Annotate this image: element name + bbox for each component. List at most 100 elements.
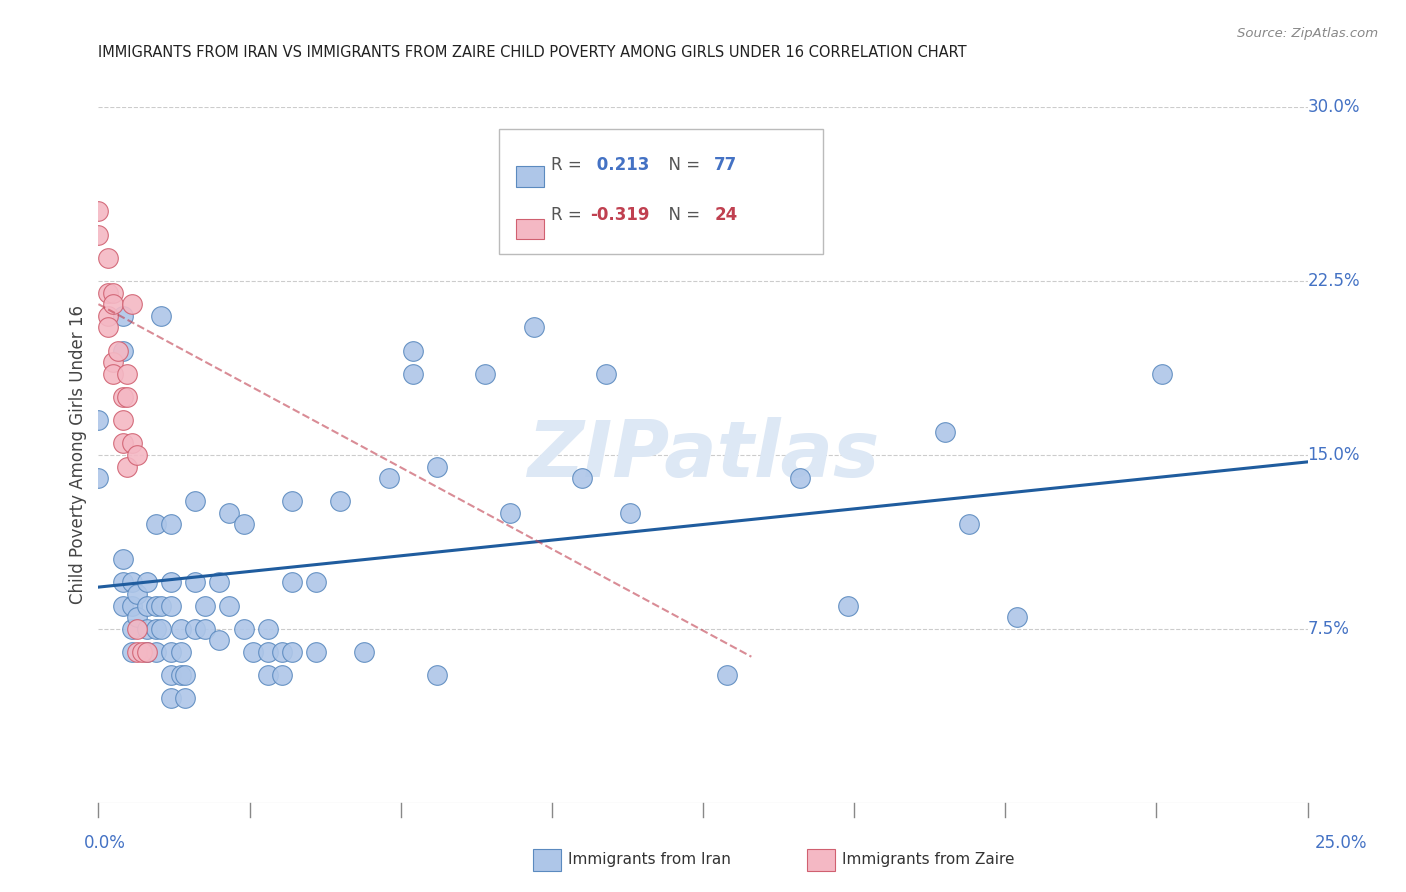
Point (127, 587, 149, 601)
Text: 25.0%: 25.0% (1315, 834, 1367, 852)
Point (619, 506, 641, 520)
Point (218, 506, 240, 520)
Point (127, 622, 149, 636)
Text: R =: R = (551, 206, 588, 224)
Point (571, 471, 593, 485)
Point (169, 645, 191, 659)
Point (174, 668, 197, 682)
Point (218, 599, 240, 613)
Point (121, 297, 143, 311)
Point (281, 645, 304, 659)
Point (160, 668, 183, 682)
Point (127, 645, 149, 659)
Point (145, 599, 167, 613)
Text: 30.0%: 30.0% (1308, 98, 1360, 116)
Point (117, 367, 139, 381)
Point (716, 668, 738, 682)
Point (957, 517, 980, 532)
Point (402, 343, 425, 358)
Point (169, 668, 191, 682)
Point (135, 599, 157, 613)
Point (121, 622, 143, 636)
Point (87, 413, 110, 427)
Point (101, 297, 124, 311)
Point (111, 436, 134, 450)
Point (150, 309, 173, 323)
Point (135, 645, 157, 659)
Point (160, 599, 183, 613)
Point (184, 622, 207, 636)
Point (160, 517, 183, 532)
Point (87, 204, 110, 219)
Point (305, 575, 328, 590)
Point (101, 355, 124, 369)
Point (145, 517, 167, 532)
Point (242, 645, 264, 659)
Point (107, 343, 129, 358)
Point (111, 599, 134, 613)
Point (121, 599, 143, 613)
Text: -0.319: -0.319 (591, 206, 650, 224)
Point (595, 367, 617, 381)
Point (111, 575, 134, 590)
Text: IMMIGRANTS FROM IRAN VS IMMIGRANTS FROM ZAIRE CHILD POVERTY AMONG GIRLS UNDER 16: IMMIGRANTS FROM IRAN VS IMMIGRANTS FROM … (98, 45, 967, 60)
Point (256, 645, 278, 659)
Text: ZIPatlas: ZIPatlas (527, 417, 879, 493)
Text: 24: 24 (714, 206, 738, 224)
Point (194, 599, 217, 613)
Point (127, 448, 149, 462)
Point (402, 367, 425, 381)
Point (97, 309, 120, 323)
Point (101, 367, 124, 381)
Point (127, 610, 149, 624)
Point (111, 552, 134, 566)
Point (135, 645, 157, 659)
Point (111, 413, 134, 427)
Point (281, 494, 304, 508)
Point (184, 575, 207, 590)
Y-axis label: Child Poverty Among Girls Under 16: Child Poverty Among Girls Under 16 (69, 305, 87, 605)
Point (131, 645, 153, 659)
Point (256, 668, 278, 682)
Point (160, 691, 183, 706)
Point (135, 575, 157, 590)
Point (111, 343, 134, 358)
Point (305, 645, 328, 659)
Point (256, 622, 278, 636)
Point (232, 517, 254, 532)
Point (160, 575, 183, 590)
Text: Immigrants from Iran: Immigrants from Iran (568, 853, 731, 867)
Point (184, 494, 207, 508)
Point (121, 575, 143, 590)
Point (169, 622, 191, 636)
Point (353, 645, 375, 659)
Text: 7.5%: 7.5% (1308, 620, 1350, 638)
Point (426, 668, 449, 682)
Point (837, 599, 859, 613)
Text: R =: R = (551, 156, 588, 174)
Text: 15.0%: 15.0% (1308, 446, 1360, 464)
Point (150, 599, 173, 613)
Text: Immigrants from Zaire: Immigrants from Zaire (842, 853, 1015, 867)
Point (194, 622, 217, 636)
Point (145, 622, 167, 636)
Text: Source: ZipAtlas.com: Source: ZipAtlas.com (1237, 27, 1378, 40)
Point (208, 575, 231, 590)
Point (111, 309, 134, 323)
Point (145, 645, 167, 659)
Point (87, 227, 110, 242)
Point (498, 506, 520, 520)
Point (101, 285, 124, 300)
Point (271, 668, 294, 682)
Point (97, 320, 120, 334)
Point (232, 622, 254, 636)
Point (174, 691, 197, 706)
Text: N =: N = (658, 206, 706, 224)
Point (271, 645, 294, 659)
Point (150, 622, 173, 636)
Point (97, 285, 120, 300)
Text: 0.0%: 0.0% (84, 834, 127, 852)
Point (1152, 367, 1174, 381)
Point (111, 390, 134, 404)
Point (160, 645, 183, 659)
